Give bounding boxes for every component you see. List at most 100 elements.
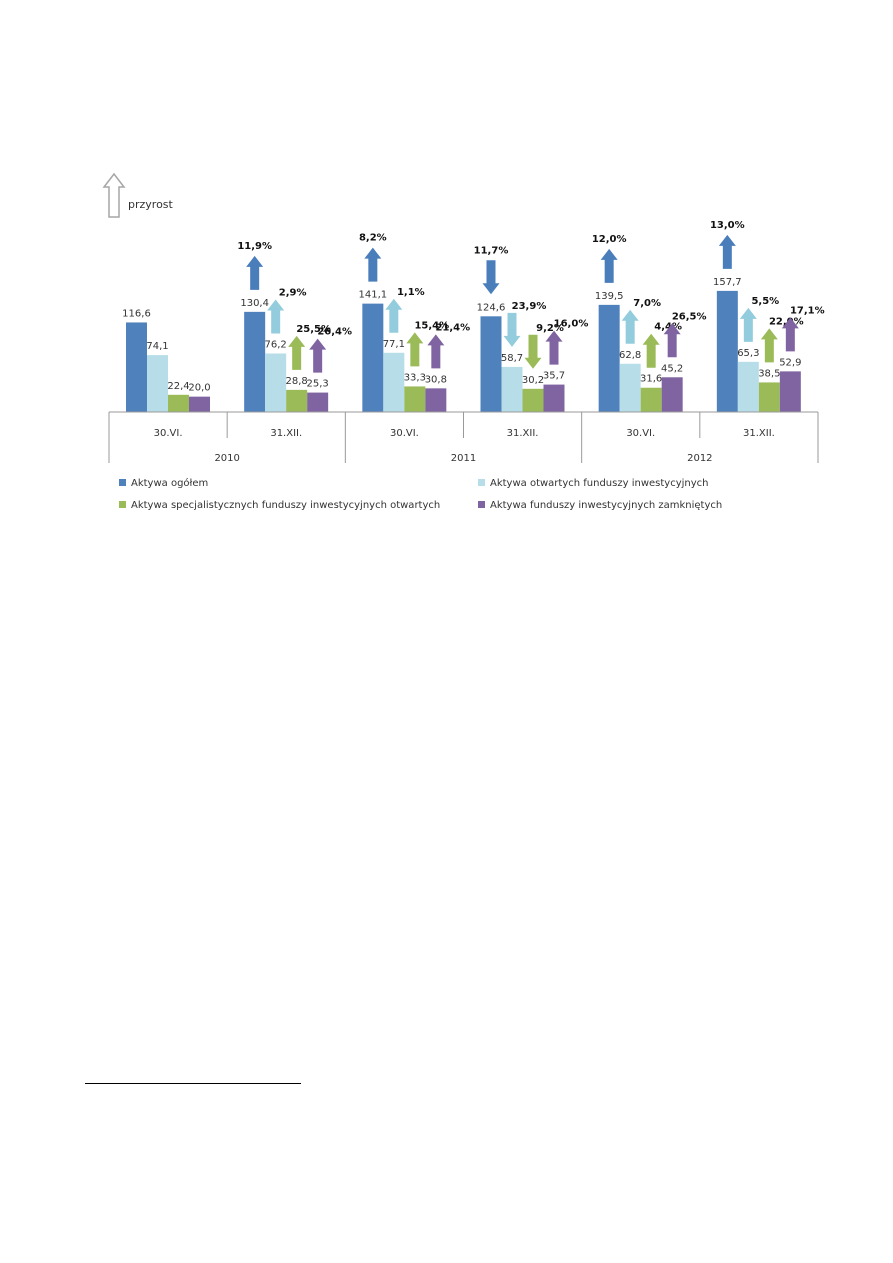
change-label-s3-c5: 17,1%	[790, 305, 825, 316]
period-label-c1: 31.XII.	[270, 428, 302, 439]
change-label-s1-c4: 7,0%	[633, 298, 661, 309]
value-label-s3-c1: 25,3	[307, 379, 329, 390]
value-label-s0-c2: 141,1	[359, 290, 388, 301]
value-label-s1-c3: 58,7	[501, 353, 523, 364]
bar-s0-c5	[716, 290, 738, 412]
year-label-g2: 2012	[687, 453, 712, 464]
bar-s2-c2	[404, 386, 426, 412]
bar-s2-c1	[286, 389, 308, 412]
value-label-s0-c4: 139,5	[595, 291, 624, 302]
value-label-s2-c0: 22,4	[167, 381, 189, 392]
change-arrow-s3-c3	[545, 330, 563, 365]
legend-label-s0: Aktywa ogółem	[131, 477, 208, 489]
change-arrow-s2-c3	[524, 334, 542, 369]
value-label-s0-c1: 130,4	[240, 298, 269, 309]
change-arrow-s1-c5	[739, 307, 757, 342]
bar-s2-c3	[522, 388, 544, 412]
value-label-s3-c4: 45,2	[661, 363, 683, 374]
change-label-s2-c2: 15,4%	[414, 320, 449, 331]
value-label-s3-c0: 20,0	[188, 383, 210, 394]
change-arrow-s0-c2	[364, 247, 382, 282]
bar-s3-c0	[189, 396, 210, 412]
bar-s2-c4	[640, 387, 662, 412]
bar-s1-c0	[147, 355, 168, 412]
change-label-s2-c1: 25,5%	[296, 324, 331, 335]
value-label-s2-c1: 28,8	[286, 376, 308, 387]
change-label-s0-c3: 11,7%	[474, 245, 509, 256]
change-label-s1-c1: 2,9%	[279, 287, 307, 298]
legend-label-s2: Aktywa specjalistycznych funduszy inwest…	[131, 500, 440, 511]
change-arrow-s0-c4	[600, 248, 618, 283]
footnote-separator	[85, 1083, 301, 1084]
legend-swatch-s1	[478, 479, 485, 486]
change-arrow-s3-c1	[309, 338, 327, 373]
change-label-s3-c3: 16,0%	[554, 319, 589, 330]
change-label-s3-c4: 26,5%	[672, 311, 707, 322]
change-label-s0-c1: 11,9%	[237, 241, 272, 252]
change-label-s0-c5: 13,0%	[710, 220, 745, 231]
value-label-s3-c3: 35,7	[543, 371, 565, 382]
change-arrow-s2-c1	[288, 335, 306, 370]
change-arrow-s2-c4	[642, 333, 660, 368]
bar-s0-c0	[126, 322, 147, 412]
value-label-s2-c2: 33,3	[404, 372, 426, 383]
year-label-g0: 2010	[214, 453, 239, 464]
change-arrow-s0-c1	[246, 255, 264, 290]
change-arrow-s3-c2	[427, 334, 445, 369]
change-arrow-s1-c2	[385, 298, 403, 333]
change-arrow-s3-c4	[663, 323, 681, 358]
change-label-s2-c5: 22,0%	[769, 316, 804, 327]
bar-s0-c2	[362, 303, 384, 412]
legend-swatch-s0	[119, 479, 126, 486]
value-label-s1-c0: 74,1	[146, 341, 168, 352]
change-arrow-s1-c3	[503, 312, 521, 347]
change-arrow-s3-c5	[781, 317, 799, 352]
change-label-s2-c4: 4,4%	[654, 322, 682, 333]
bar-s3-c4	[661, 377, 683, 412]
legend-label-s1: Aktywa otwartych funduszy inwestycyjnych	[490, 478, 709, 489]
bars-layer: 116,674,122,420,0130,411,9%76,22,9%28,82…	[122, 220, 825, 412]
legend-label-s3: Aktywa funduszy inwestycyjnych zamknięty…	[490, 500, 722, 511]
change-label-s2-c3: 9,2%	[536, 323, 564, 334]
change-label-s1-c2: 1,1%	[397, 287, 425, 298]
bar-s2-c5	[758, 382, 780, 412]
year-label-g1: 2011	[451, 453, 476, 464]
bar-s3-c2	[425, 388, 447, 412]
bar-s0-c1	[244, 311, 266, 412]
change-label-s3-c2: 21,4%	[435, 322, 470, 333]
period-label-c4: 30.VI.	[626, 428, 655, 439]
value-label-s3-c5: 52,9	[779, 357, 801, 368]
change-label-s3-c1: 26,4%	[317, 327, 352, 338]
bar-s1-c1	[265, 353, 287, 412]
series-legend: Aktywa ogółem Aktywa otwartych funduszy i…	[119, 477, 722, 511]
change-label-s0-c2: 8,2%	[359, 233, 387, 244]
change-arrow-s2-c2	[406, 332, 424, 367]
value-label-s0-c0: 116,6	[122, 308, 151, 319]
bar-s3-c1	[307, 392, 329, 412]
change-label-s1-c3: 23,9%	[512, 301, 547, 312]
bar-s3-c5	[779, 371, 801, 412]
value-label-s2-c3: 30,2	[522, 375, 544, 386]
bar-s3-c3	[543, 384, 565, 412]
change-arrow-s0-c5	[718, 234, 736, 269]
change-arrow-s1-c4	[621, 309, 639, 344]
bar-s1-c4	[619, 363, 641, 412]
change-arrow-s0-c3	[482, 260, 500, 295]
legend-swatch-s2	[119, 501, 126, 508]
change-label-s0-c4: 12,0%	[592, 234, 627, 245]
value-label-s1-c4: 62,8	[619, 350, 641, 361]
legend-swatch-s3	[478, 501, 485, 508]
growth-legend: przyrost	[102, 172, 174, 218]
change-arrow-s2-c5	[760, 328, 778, 363]
value-label-s3-c2: 30,8	[425, 374, 447, 385]
bar-s1-c3	[501, 366, 523, 412]
bar-s1-c2	[383, 352, 405, 412]
value-label-s0-c5: 157,7	[713, 277, 742, 288]
period-label-c3: 31.XII.	[507, 428, 539, 439]
change-label-s1-c5: 5,5%	[751, 296, 779, 307]
change-arrow-s1-c1	[267, 299, 285, 334]
bar-s0-c3	[480, 316, 502, 412]
period-label-c5: 31.XII.	[743, 428, 775, 439]
period-label-c2: 30.VI.	[390, 428, 419, 439]
